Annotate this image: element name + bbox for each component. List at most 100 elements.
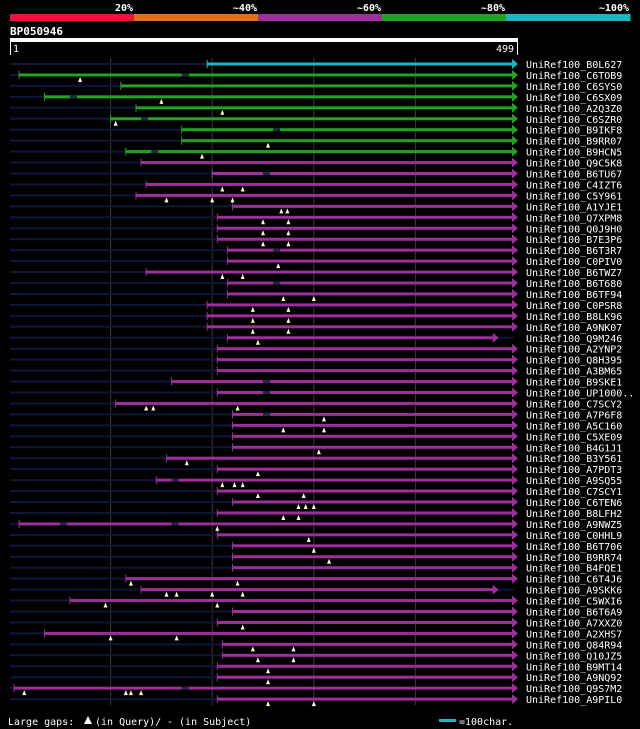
hit-end-arrow <box>512 453 518 464</box>
query-gap-marker <box>321 427 326 433</box>
identity-scale-labels: 20% ~40% ~60% ~80% ~100% <box>115 3 629 14</box>
hit-row: UniRef100_A7PDT3 <box>10 464 622 477</box>
hit-bar <box>232 500 516 504</box>
hit-label: UniRef100_C5WXI6 <box>526 597 622 608</box>
hit-bar <box>227 336 497 340</box>
query-gap-marker <box>240 186 245 192</box>
hit-bar <box>222 642 517 646</box>
hit-row: UniRef100_A9NQ92 <box>10 672 622 685</box>
query-gap-marker <box>232 482 237 488</box>
hit-bar <box>19 522 516 526</box>
hit-label: UniRef100_A9NWZ5 <box>526 520 622 531</box>
query-gap-marker <box>240 624 245 630</box>
query-gap-marker <box>108 635 113 641</box>
query-gap-marker <box>250 306 255 312</box>
query-gap-marker <box>261 230 265 236</box>
hit-end-arrow <box>512 683 518 694</box>
hit-bar <box>125 150 516 154</box>
query-gap-marker <box>250 328 255 334</box>
subject-gap <box>273 248 281 252</box>
hit-label: UniRef100_Q10JZ5 <box>526 651 622 662</box>
hit-label: UniRef100_Q8H395 <box>526 356 622 367</box>
hit-row: UniRef100_C5WXI6 <box>10 595 622 608</box>
query-gap-marker <box>250 646 255 652</box>
hit-row: UniRef100_C0HHL9 <box>10 529 622 542</box>
hit-end-arrow <box>512 694 518 705</box>
hit-end-arrow <box>512 606 518 617</box>
hit-row: UniRef100_C7SCY2 <box>10 398 622 411</box>
query-id: BP050946 <box>10 25 63 38</box>
hit-end-arrow <box>512 431 518 442</box>
hit-row: UniRef100_B6TU67 <box>10 168 622 181</box>
hit-label: UniRef100_A5C160 <box>526 421 622 432</box>
query-gap-marker <box>22 690 27 696</box>
hit-row: UniRef100_C5Y961 <box>10 190 622 203</box>
hit-bar <box>141 161 516 165</box>
query-gap-marker <box>261 219 265 225</box>
query-gap-marker <box>123 690 128 696</box>
hit-label: UniRef100_Q9M246 <box>526 334 622 345</box>
hit-bar <box>217 467 517 471</box>
hit-label: UniRef100_C6TOB9 <box>526 71 622 82</box>
identity-segment-4 <box>382 14 507 21</box>
hit-end-arrow <box>512 102 518 113</box>
hit-end-arrow <box>512 409 518 420</box>
query-gap-marker <box>255 339 260 345</box>
hit-end-arrow <box>512 343 518 354</box>
hit-label: UniRef100_B9MT14 <box>526 662 622 673</box>
hit-bar <box>110 117 516 121</box>
hit-label: UniRef100_B6T3R7 <box>526 246 622 257</box>
hit-label: UniRef100_A9NQ92 <box>526 673 622 684</box>
hit-end-arrow <box>512 179 518 190</box>
hit-bar <box>207 325 517 329</box>
hit-bar <box>217 489 517 493</box>
hit-row: UniRef100_B9RR74 <box>10 551 622 564</box>
query-gap-text: (in Query)/ <box>95 717 161 728</box>
query-gap-marker <box>286 219 291 225</box>
hit-label: UniRef100_C6T4J6 <box>526 575 622 586</box>
hit-bar <box>232 434 516 438</box>
hit-end-arrow <box>512 376 518 387</box>
hit-row: UniRef100_B9MT14 <box>10 661 622 674</box>
identity-label-4: ~80% <box>481 3 505 14</box>
hit-label: UniRef100_A2XHS7 <box>526 629 622 640</box>
query-gap-marker <box>285 208 290 214</box>
hit-end-arrow <box>512 113 518 124</box>
hit-bar <box>181 128 517 132</box>
query-gap-marker <box>235 405 240 411</box>
hit-row: UniRef100_B9HCN5 <box>10 146 622 159</box>
hit-bar <box>207 62 517 66</box>
query-gap-marker <box>151 405 156 411</box>
hit-label: UniRef100_A7P6F8 <box>526 410 622 421</box>
hit-label: UniRef100_B8LFH2 <box>526 509 622 520</box>
query-gap-marker <box>286 317 291 323</box>
hit-end-arrow <box>512 354 518 365</box>
hit-label: UniRef100_C5XE09 <box>526 432 622 443</box>
hit-label: UniRef100_C6TEN6 <box>526 498 622 509</box>
query-gap-marker <box>113 120 118 126</box>
hit-bar <box>217 511 517 515</box>
hit-bar <box>212 172 517 175</box>
hit-label: UniRef100_C5Y961 <box>526 191 622 202</box>
hit-row: UniRef100_Q8H395 <box>10 354 622 367</box>
hit-row: UniRef100_B6T3R7 <box>10 245 622 257</box>
hit-label: UniRef100_Q0J9H0 <box>526 224 622 235</box>
hit-bar <box>232 445 516 449</box>
hit-row: UniRef100_Q9S7M2 <box>10 683 622 696</box>
hit-end-arrow <box>512 420 518 431</box>
query-end-label: 499 <box>496 44 514 55</box>
scale-100-text: =100char. <box>459 717 513 728</box>
hit-label: UniRef100_C6SZR0 <box>526 115 622 126</box>
query-gap-marker <box>266 701 271 707</box>
hit-end-arrow <box>512 299 518 310</box>
query-gap-marker <box>128 580 133 586</box>
hit-row: UniRef100_B3Y561 <box>10 453 622 466</box>
hit-row: UniRef100_B4FQE1 <box>10 562 622 575</box>
hit-label: UniRef100_A7PDT3 <box>526 465 622 476</box>
subject-gap <box>171 478 179 482</box>
hit-bar <box>227 248 516 252</box>
hit-label: UniRef100_A9SKK6 <box>526 586 622 597</box>
hit-row: UniRef100_C0PIV0 <box>10 256 622 269</box>
hit-end-arrow <box>512 135 518 146</box>
hit-rows: UniRef100_B0L627UniRef100_C6TOB9UniRef10… <box>10 59 634 707</box>
